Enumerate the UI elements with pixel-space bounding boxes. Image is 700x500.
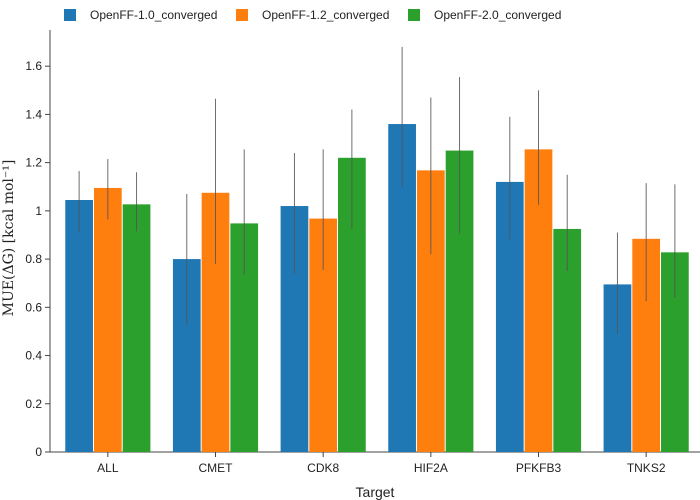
bars-group <box>65 124 689 453</box>
legend-swatch <box>408 9 420 21</box>
bar <box>122 204 151 452</box>
x-axis: ALL CMET CDK8 HIF2A PFKFB3 TNKS2 <box>50 451 700 475</box>
legend-swatch <box>64 9 76 21</box>
legend-label: OpenFF-2.0_converged <box>434 8 561 22</box>
bar <box>65 200 93 452</box>
legend-label: OpenFF-1.2_converged <box>262 8 389 22</box>
legend: OpenFF-1.0_converged OpenFF-1.2_converged… <box>64 8 561 22</box>
x-axis-title: Target <box>356 484 395 500</box>
error-bars-group <box>78 46 676 334</box>
x-tick-label: CMET <box>199 461 234 475</box>
bar <box>93 187 122 452</box>
x-tick-label: TNKS2 <box>627 461 666 475</box>
y-tick-label: 0.8 <box>25 252 42 266</box>
x-tick-label: CDK8 <box>307 461 339 475</box>
x-tick-label: HIF2A <box>414 461 448 475</box>
y-tick-label: 1.2 <box>25 156 42 170</box>
legend-swatch <box>236 9 248 21</box>
y-tick-label: 0 <box>35 445 42 459</box>
y-tick-label: 0.4 <box>25 349 42 363</box>
y-axis-title: MUE(ΔG) [kcal mol⁻¹] <box>1 160 17 317</box>
x-tick-label: PFKFB3 <box>516 461 562 475</box>
legend-label: OpenFF-1.0_converged <box>90 8 217 22</box>
y-tick-label: 1.4 <box>25 107 42 121</box>
y-tick-label: 0.6 <box>25 300 42 314</box>
x-tick-label: ALL <box>97 461 119 475</box>
y-tick-label: 1 <box>35 204 42 218</box>
y-axis: 0 0.2 0.4 0.6 0.8 1 1.2 1.4 1.6 <box>25 30 51 459</box>
y-tick-label: 0.2 <box>25 397 42 411</box>
y-tick-label: 1.6 <box>25 59 42 73</box>
